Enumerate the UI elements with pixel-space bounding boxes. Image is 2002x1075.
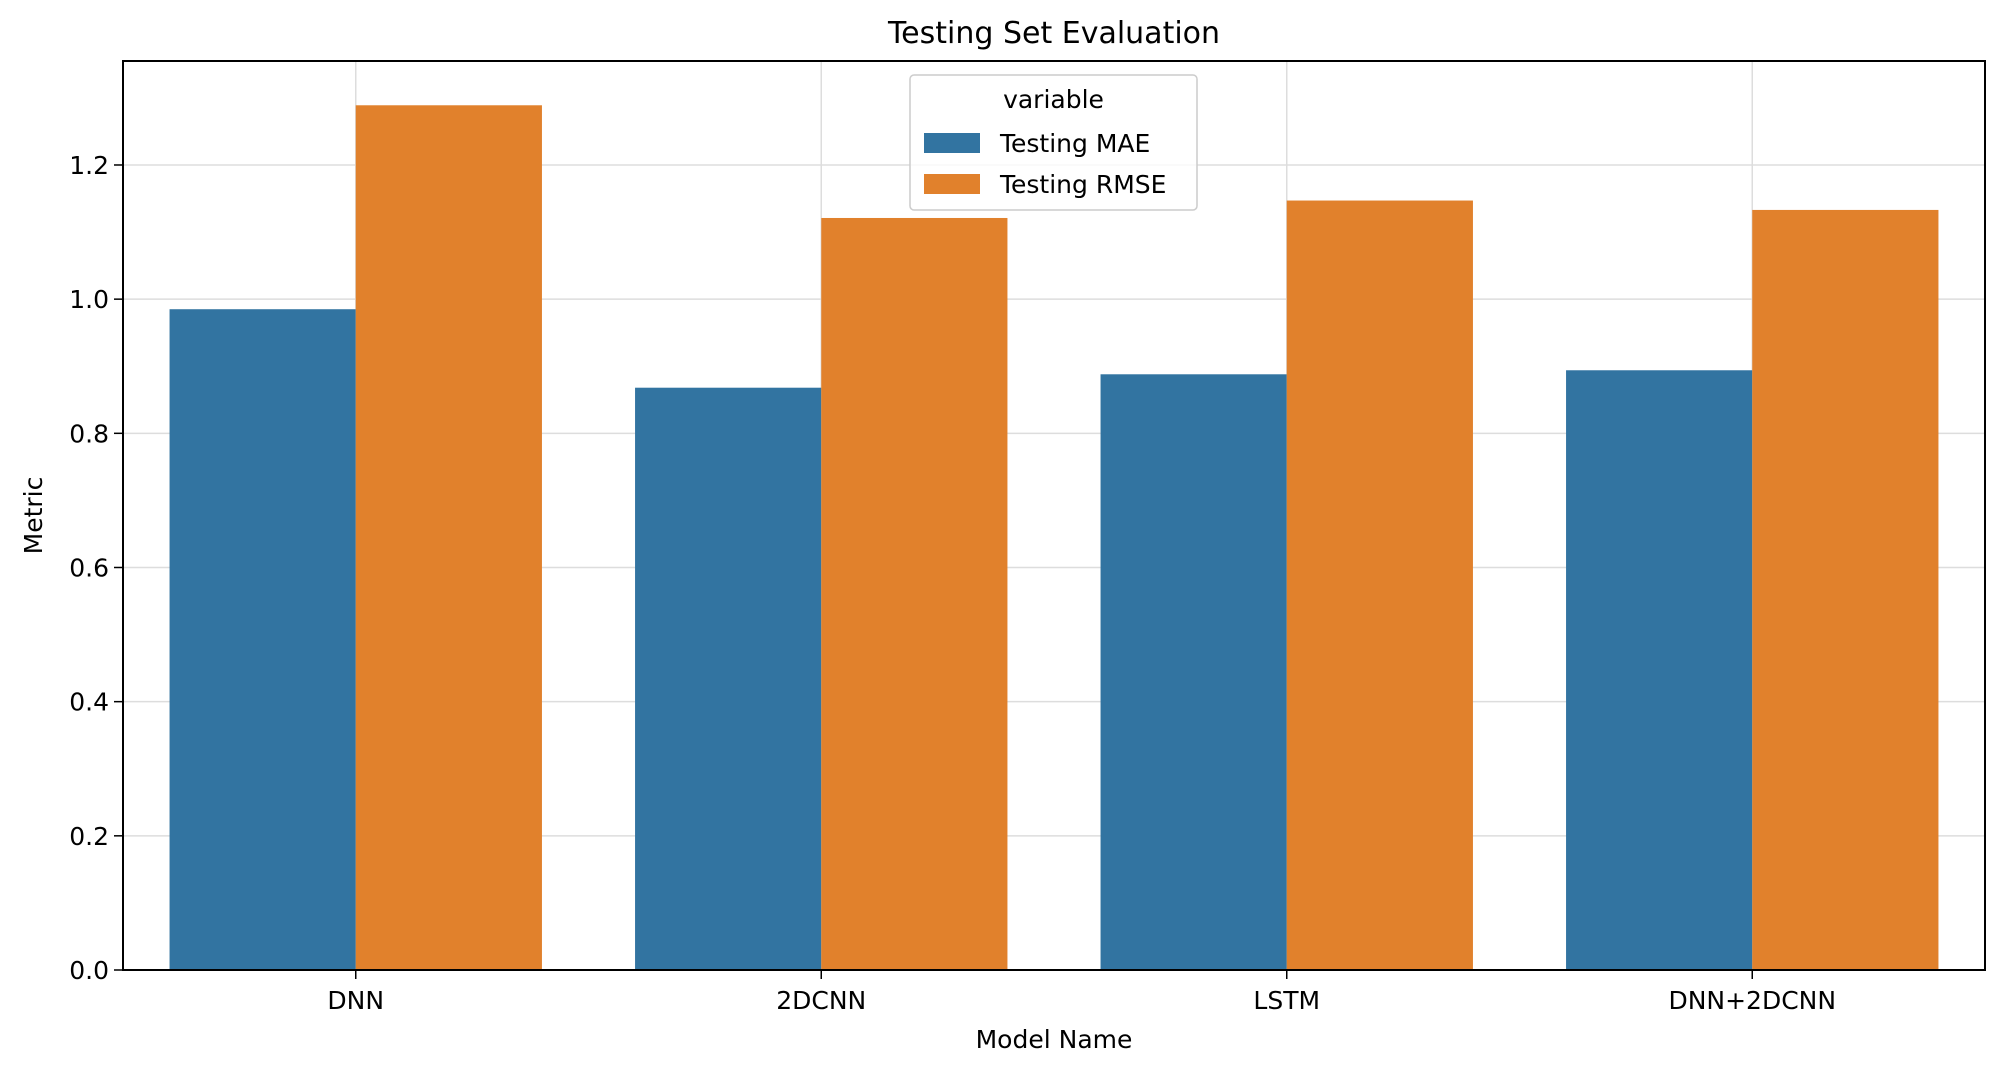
legend: variable Testing MAE Testing RMSE xyxy=(909,74,1198,211)
y-tick-label: 0.2 xyxy=(69,822,109,851)
bar-testing-mae xyxy=(635,387,822,970)
y-tick-label: 1.0 xyxy=(69,285,109,314)
x-tick-label: DNN+2DCNN xyxy=(1668,986,1836,1015)
x-axis-label: Model Name xyxy=(976,1025,1133,1054)
bar-testing-mae xyxy=(169,309,356,971)
bar-testing-rmse xyxy=(821,217,1008,971)
bar-testing-rmse xyxy=(355,105,542,971)
chart-title: Testing Set Evaluation xyxy=(887,16,1220,51)
y-tick-label: 0.4 xyxy=(69,688,109,717)
x-tick-label: 2DCNN xyxy=(776,986,866,1015)
legend-title: variable xyxy=(1003,85,1104,114)
legend-frame xyxy=(909,74,1198,211)
legend-label: Testing MAE xyxy=(999,129,1150,158)
legend-label: Testing RMSE xyxy=(999,170,1166,199)
y-tick-label: 0.6 xyxy=(69,553,109,582)
y-axis-label: Metric xyxy=(19,477,48,555)
x-axis-ticks: DNN 2DCNN LSTM DNN+2DCNN xyxy=(327,970,1836,1015)
x-tick-label: DNN xyxy=(327,986,384,1015)
bar-testing-mae xyxy=(1566,370,1753,971)
y-axis-ticks: 0.0 0.2 0.4 0.6 0.8 1.0 1.2 xyxy=(69,151,123,985)
y-tick-label: 0.8 xyxy=(69,419,109,448)
y-tick-label: 1.2 xyxy=(69,151,109,180)
legend-swatch xyxy=(924,174,980,194)
legend-swatch xyxy=(924,133,980,153)
legend-items: Testing MAE Testing RMSE xyxy=(924,129,1166,199)
x-tick-label: LSTM xyxy=(1253,986,1320,1015)
y-tick-label: 0.0 xyxy=(69,956,109,985)
bars xyxy=(169,105,1939,971)
bar-testing-mae xyxy=(1100,374,1287,970)
bar-testing-rmse xyxy=(1752,209,1939,970)
bar-testing-rmse xyxy=(1286,200,1473,971)
plot-frame xyxy=(122,60,1986,971)
